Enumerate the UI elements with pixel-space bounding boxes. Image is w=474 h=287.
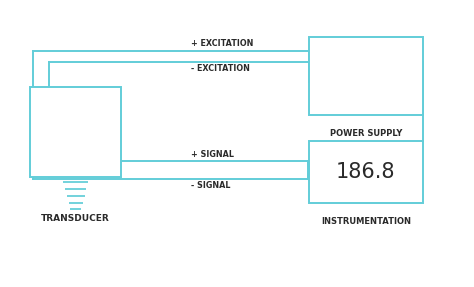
Text: TRANSDUCER: TRANSDUCER [41, 214, 110, 223]
Text: - SIGNAL: - SIGNAL [191, 181, 230, 190]
Bar [309, 141, 423, 203]
Text: INSTRUMENTATION: INSTRUMENTATION [321, 217, 411, 226]
Bar [30, 87, 121, 177]
Text: + SIGNAL: + SIGNAL [191, 150, 234, 159]
Text: 186.8: 186.8 [336, 162, 396, 182]
Bar [309, 37, 423, 115]
Text: POWER SUPPLY: POWER SUPPLY [330, 129, 402, 138]
Text: - EXCITATION: - EXCITATION [191, 64, 249, 73]
Text: + EXCITATION: + EXCITATION [191, 39, 253, 49]
